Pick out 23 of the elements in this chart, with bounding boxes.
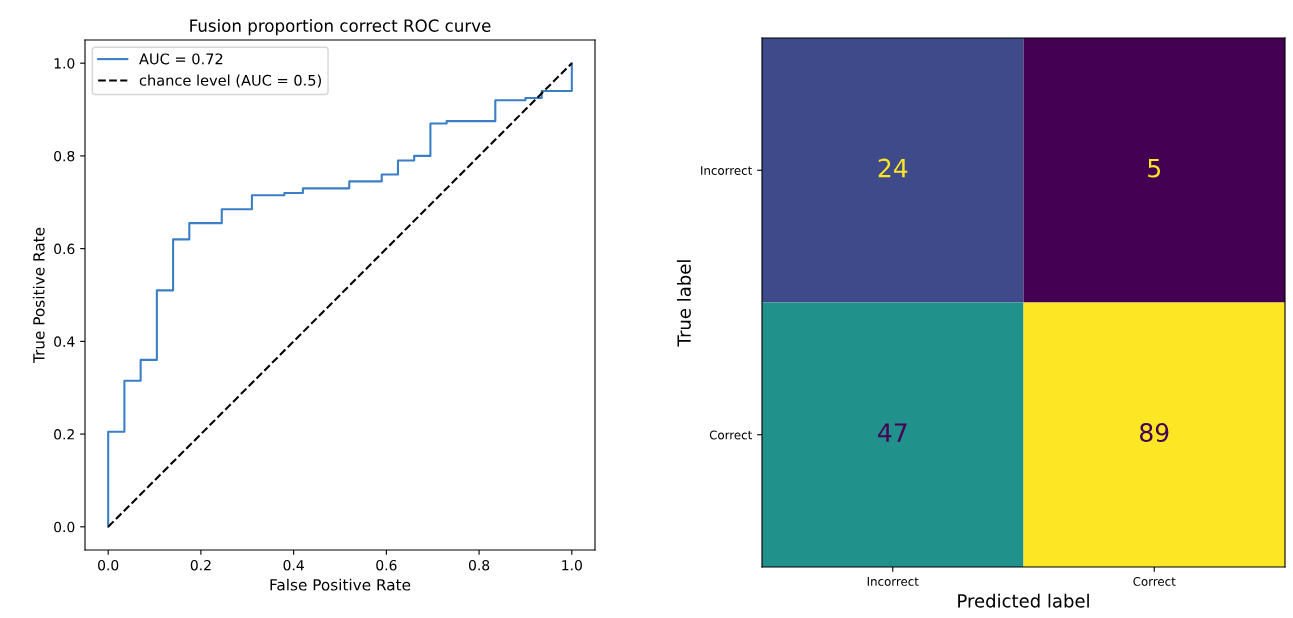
data-label: 5 [1148,158,1161,178]
y-tick-label: 0.8 [54,150,75,162]
legend-label: AUC = 0.72 [139,53,223,65]
legend-label: chance level (AUC = 0.5) [139,74,321,88]
y-tick-label: 0.4 [54,336,75,347]
x-axis-title: False Positive Rate [270,578,411,591]
y-tick-label: 1.0 [54,58,75,69]
data-label: 47 [878,423,907,442]
y-tick-label: 0.2 [54,429,74,440]
x-axis-title: Predicted label [958,593,1089,608]
chart-title: Fusion proportion correct ROC curve [190,19,491,36]
data-label: 24 [878,158,908,178]
x-tick-label: 0.6 [376,559,397,571]
x-tick-label: 1.0 [562,559,582,571]
y-axis-title: True label [676,260,691,347]
x-tick-label: 0.4 [283,559,304,571]
x-tick-label: 0.0 [98,559,119,571]
data-label: 89 [1140,423,1169,442]
y-axis-title: True Positive Rate [32,227,45,364]
y-tick-label: 0.0 [54,521,75,533]
x-tick-label: 0.8 [468,559,490,571]
y-tick-label: 0.6 [54,243,75,255]
x-tick-label: 0.2 [190,559,211,571]
